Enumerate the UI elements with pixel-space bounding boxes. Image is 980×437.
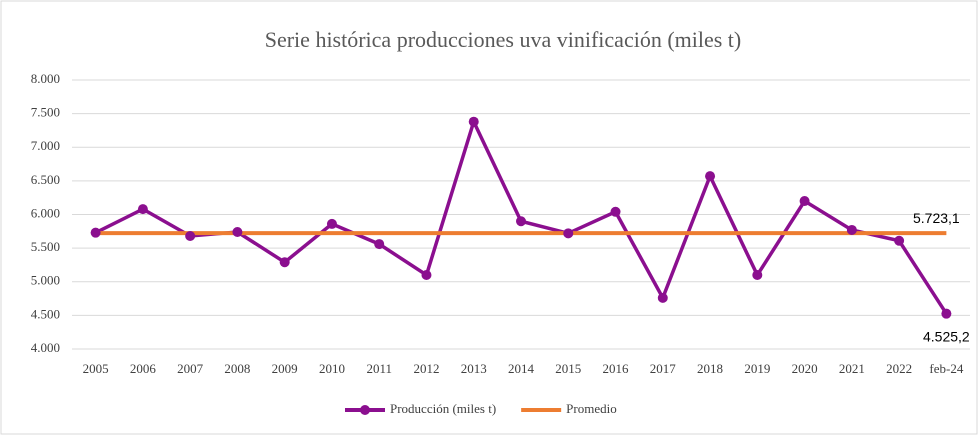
x-tick-label: 2008 <box>224 361 250 376</box>
x-tick-label: 2020 <box>792 361 818 376</box>
x-tick-label: 2006 <box>130 361 157 376</box>
marker <box>326 218 337 229</box>
marker <box>846 224 857 235</box>
marker <box>752 270 763 281</box>
x-tick-label: 2014 <box>508 361 535 376</box>
chart-title: Serie histórica producciones uva vinific… <box>265 27 742 52</box>
marker <box>90 227 101 238</box>
y-tick-label: 5.000 <box>31 273 60 288</box>
x-tick-label: 2019 <box>744 361 770 376</box>
marker <box>610 206 621 217</box>
y-tick-label: 4.000 <box>31 340 60 355</box>
x-tick-label: 2009 <box>272 361 298 376</box>
x-tick-label: 2007 <box>177 361 204 376</box>
y-tick-label: 7.000 <box>31 138 60 153</box>
x-tick-label: 2016 <box>603 361 630 376</box>
legend-marker <box>360 405 370 415</box>
x-tick-label: 2011 <box>366 361 392 376</box>
marker <box>563 228 574 239</box>
legend-label: Producción (miles t) <box>390 401 496 416</box>
marker <box>516 216 526 227</box>
marker <box>374 239 385 250</box>
x-tick-label: 2015 <box>555 361 581 376</box>
marker <box>137 204 148 215</box>
value-label: 4.525,2 <box>923 328 970 344</box>
x-tick-label: 2018 <box>697 361 723 376</box>
y-tick-label: 8.000 <box>31 71 60 86</box>
y-tick-label: 4.500 <box>31 306 60 321</box>
x-tick-label: 2010 <box>319 361 345 376</box>
marker <box>421 270 432 281</box>
marker <box>799 196 810 207</box>
y-tick-label: 6.500 <box>31 172 60 187</box>
x-tick-label: 2021 <box>839 361 865 376</box>
x-tick-label: 2022 <box>886 361 912 376</box>
marker <box>894 235 905 246</box>
x-tick-label: feb-24 <box>929 361 963 376</box>
y-tick-label: 6.000 <box>31 205 60 220</box>
marker <box>185 231 196 242</box>
value-label: 5.723,1 <box>913 210 960 226</box>
x-tick-label: 2013 <box>461 361 487 376</box>
marker <box>232 226 243 237</box>
x-tick-label: 2005 <box>83 361 109 376</box>
legend-label: Promedio <box>566 401 617 416</box>
x-tick-label: 2017 <box>650 361 677 376</box>
y-tick-label: 7.500 <box>31 105 60 120</box>
marker <box>657 292 668 303</box>
marker <box>279 257 290 268</box>
marker <box>705 171 716 182</box>
y-tick-label: 5.500 <box>31 239 60 254</box>
marker <box>468 116 479 127</box>
marker <box>941 308 952 319</box>
x-tick-label: 2012 <box>413 361 439 376</box>
